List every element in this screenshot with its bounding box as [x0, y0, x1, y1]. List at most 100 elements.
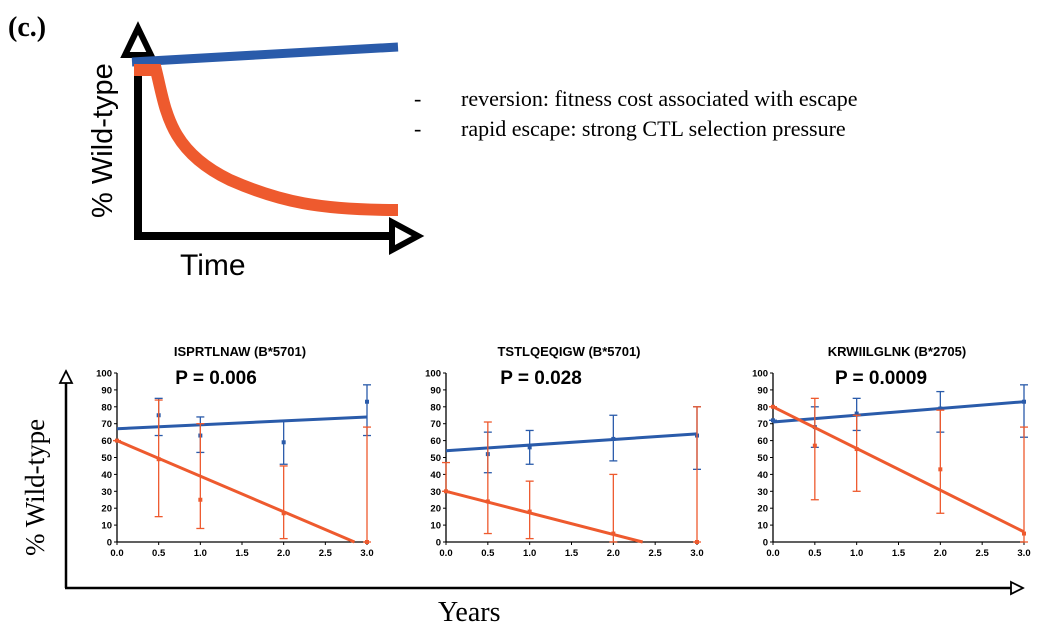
chart-3-title: KRWIILGLNK (B*2705)	[828, 344, 966, 359]
chart-1-title: ISPRTLNAW (B*5701)	[174, 344, 306, 359]
chart-3-xtick-label: 2.5	[976, 548, 990, 559]
chart-2-orange-point	[611, 531, 616, 536]
chart-2-ytick-label: 50	[430, 453, 441, 464]
chart-1-xtick-label: 1.5	[235, 548, 249, 559]
chart-3-ytick-label: 100	[752, 369, 768, 380]
schematic-blue-line	[131, 42, 399, 67]
chart-3-orange-point	[812, 443, 817, 448]
chart-1-ytick-label: 20	[101, 504, 112, 515]
chart-3-xtick-label: 0.5	[808, 548, 822, 559]
chart-3-ytick-label: 80	[757, 402, 768, 413]
chart-3-plot: 0 10 20 30 40 50 60 70 80 90 100 0.0 0.5 1.0 1.5 2.0 2.5…	[752, 369, 1030, 560]
chart-2-ytick-label: 80	[430, 402, 441, 413]
chart-3-orange-point	[854, 447, 859, 452]
chart-3-ytick-label: 30	[757, 487, 768, 498]
note-rapid-escape: rapid escape: strong CTL selection press…	[461, 116, 846, 141]
chart-1-ytick-label: 70	[101, 419, 112, 430]
chart-3-blue-point	[771, 418, 775, 423]
chart-1-ytick-label: 40	[101, 470, 112, 481]
schematic-x-arrowhead	[389, 216, 425, 256]
schematic-ylabel: % Wild-type	[87, 63, 119, 218]
chart-2-ytick-label: 60	[430, 436, 441, 447]
chart-2-xtick-label: 3.0	[690, 548, 703, 559]
chart-1-annotation: P = 0.006	[175, 368, 257, 389]
chart-2-xtick-label: 2.5	[649, 548, 663, 559]
chart-1-ytick-label: 0	[107, 538, 112, 549]
chart-1-xtick-label: 2.0	[277, 548, 290, 559]
chart-2-ytick-label: 30	[430, 487, 441, 498]
main-xlabel: Years	[438, 597, 501, 628]
chart-1-ytick-label: 50	[101, 453, 112, 464]
chart-2-ytick-label: 0	[436, 538, 441, 549]
chart-2-xtick-label: 0.5	[481, 548, 495, 559]
chart-1-blue-point	[281, 440, 286, 445]
chart-1-marks	[113, 384, 371, 544]
chart-2-ytick-label: 40	[430, 470, 441, 481]
chart-3-xtick-label: 0.0	[766, 548, 779, 559]
schematic: % Wild-type Time - reversion: fitness co…	[87, 21, 857, 282]
chart-2-blue-point	[527, 445, 532, 450]
chart-3-xtick-label: 2.0	[934, 548, 947, 559]
chart-1-blue-point	[365, 399, 369, 404]
schematic-xlabel: Time	[180, 249, 246, 282]
chart-2-ytick-label: 90	[430, 385, 441, 396]
chart-3-xtick-label: 1.5	[892, 548, 906, 559]
chart-2-ytick-label: 20	[430, 504, 441, 515]
chart-2-plot: 0 10 20 30 40 50 60 70 80 90 100 0.0 0.5 1.0 1.5 2.0 2.5…	[425, 369, 703, 560]
chart-2-xtick-label: 1.5	[565, 548, 579, 559]
chart-3-blue-point	[938, 406, 943, 411]
chart-3-ytick-label: 60	[757, 436, 768, 447]
chart-1-xtick-label: 1.0	[194, 548, 207, 559]
chart-1-ytick-label: 90	[101, 385, 112, 396]
chart-3-blue-point	[854, 411, 859, 416]
chart-3-ytick-label: 0	[763, 538, 768, 549]
chart-3-blue-fit-line	[772, 400, 1025, 424]
chart-3-orange-fit-line	[772, 405, 1025, 534]
chart-3-xtick-label: 1.0	[850, 548, 863, 559]
chart-1-blue-fit-line	[116, 415, 368, 431]
chart-1-xtick-label: 2.5	[319, 548, 333, 559]
schematic-y-arrowhead	[120, 21, 156, 58]
note-bullet-1: -	[414, 86, 421, 111]
chart-1-orange-point	[281, 511, 286, 516]
chart-3-ytick-label: 50	[757, 453, 768, 464]
chart-1-ytick-label: 80	[101, 402, 112, 413]
chart-3-orange-point	[938, 467, 943, 472]
chart-2: TSTLQEQIGW (B*5701) P = 0.028 0 10 20 30 40 5…	[425, 344, 703, 559]
chart-3-ytick-label: 20	[757, 504, 768, 515]
chart-3-orange-point	[771, 404, 775, 409]
note-bullet-2: -	[414, 116, 421, 141]
chart-3-xtick-label: 3.0	[1017, 548, 1030, 559]
chart-2-orange-fit-line	[445, 489, 643, 544]
chart-1-xtick-label: 0.0	[110, 548, 123, 559]
chart-2-orange-point	[695, 540, 699, 544]
chart-1: ISPRTLNAW (B*5701) P = 0.006 0 10 20 30 40 50…	[96, 344, 373, 559]
chart-1-ytick-label: 10	[101, 521, 112, 532]
chart-1-ytick-label: 100	[96, 369, 112, 380]
chart-1-orange-fit-line	[116, 439, 356, 544]
chart-3-ytick-label: 40	[757, 470, 768, 481]
chart-2-orange-point	[444, 489, 448, 494]
chart-2-orange-point	[485, 499, 490, 504]
chart-2-blue-point	[611, 436, 616, 441]
chart-1-xtick-label: 0.5	[152, 548, 166, 559]
chart-1-orange-point	[198, 497, 203, 502]
schematic-orange-curve	[134, 64, 399, 216]
chart-1-ytick-label: 60	[101, 436, 112, 447]
chart-2-marks	[442, 406, 701, 544]
chart-2-xtick-label: 2.0	[607, 548, 620, 559]
chart-3-orange-point	[1022, 531, 1026, 536]
note-reversion: reversion: fitness cost associated with …	[461, 86, 857, 111]
chart-3-ytick-label: 90	[757, 385, 768, 396]
chart-1-plot: 0 10 20 30 40 50 60 70 80 90 100 0.0 0.5 1.0 1.5 2.0 2.5…	[96, 369, 373, 560]
chart-2-blue-fit-line	[445, 432, 698, 453]
chart-3-annotation: P = 0.0009	[835, 368, 927, 389]
chart-3-ytick-label: 70	[757, 419, 768, 430]
panel-label: (c.)	[8, 12, 46, 43]
chart-1-orange-point	[156, 457, 161, 462]
chart-1-ytick-label: 30	[101, 487, 112, 498]
chart-1-orange-point	[115, 438, 119, 443]
main-ylabel: % Wild-type	[20, 419, 50, 556]
chart-2-annotation: P = 0.028	[500, 368, 582, 389]
